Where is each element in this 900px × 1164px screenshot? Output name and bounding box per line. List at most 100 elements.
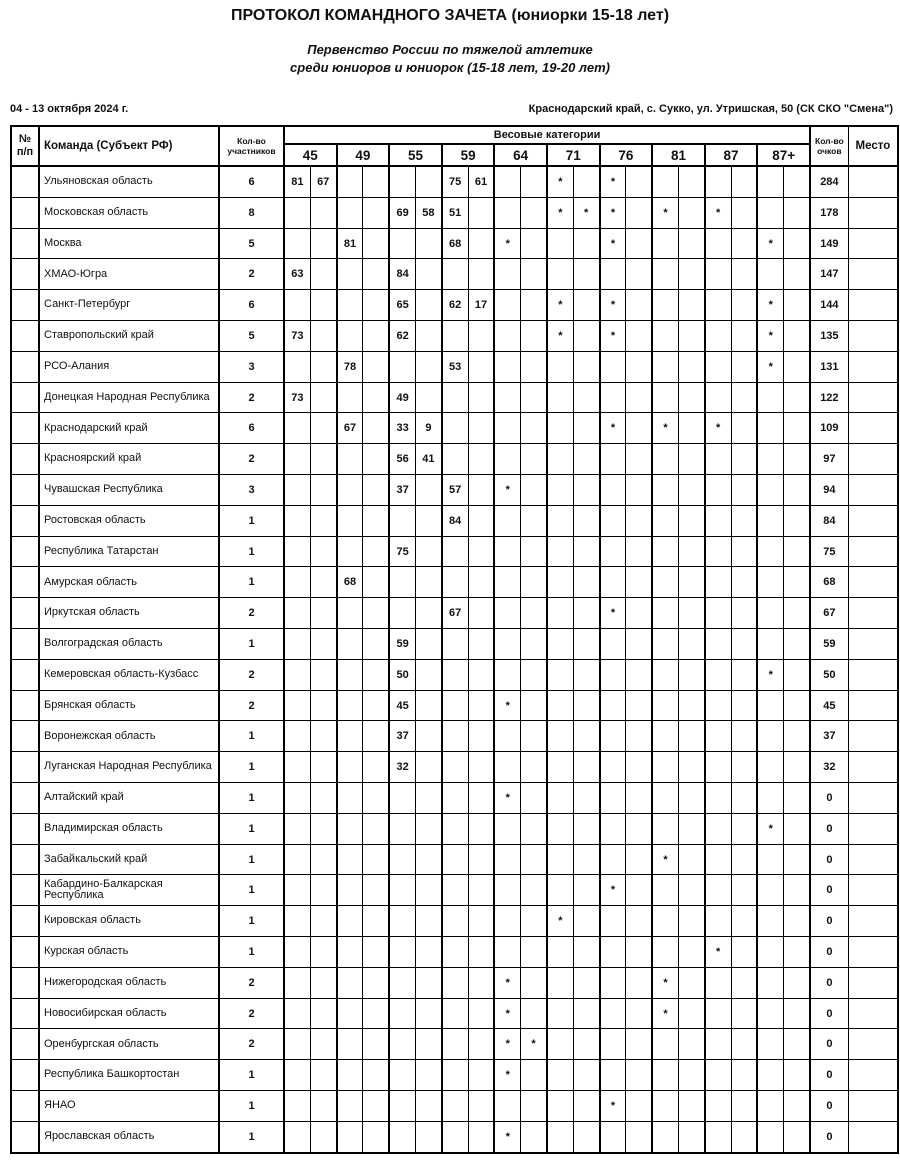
weight-cell: [756, 535, 785, 568]
weight-cell: [703, 474, 732, 506]
weight-cell: [335, 535, 364, 568]
points-cell: 0: [809, 905, 849, 938]
weight-cell: [467, 874, 495, 907]
team-name-cell: Кабардино-Балкарская Республика: [38, 874, 220, 907]
weight-cell: *: [493, 689, 522, 722]
place-cell: [847, 658, 899, 691]
weight-cell: [493, 936, 522, 968]
table-row: Иркутская область 2 67 * 67: [10, 597, 899, 630]
weight-cell: [545, 1028, 574, 1061]
weight-cell: [309, 504, 338, 537]
place-cell: [847, 443, 899, 476]
participants-cell: 2: [218, 1028, 285, 1061]
weight-cell: [625, 874, 653, 907]
weight-cell: [309, 843, 338, 876]
weight-cell: [651, 1059, 679, 1091]
row-number-cell: [10, 350, 40, 383]
weight-cell: [309, 905, 338, 938]
weight-cell: [756, 504, 785, 537]
weight-cell: *: [651, 997, 679, 1030]
weight-cell: [625, 628, 653, 660]
team-name-cell: Луганская Народная Республика: [38, 751, 220, 784]
table-row: Брянская область 2 45 * 45: [10, 689, 899, 722]
weight-cell: [335, 381, 364, 414]
row-number-cell: [10, 782, 40, 814]
place-cell: [847, 289, 899, 322]
weight-cell: [414, 997, 443, 1030]
weight-cell: [572, 966, 601, 999]
table-row: Владимирская область 1 * 0: [10, 812, 899, 845]
weight-cell: [677, 905, 706, 938]
weight-cell: [572, 628, 601, 660]
column-header-number: № п/п: [10, 125, 40, 168]
weight-cell: [651, 782, 679, 814]
weight-cell: [545, 936, 574, 968]
weight-cell: 56: [388, 443, 416, 476]
table-row: ЯНАО 1 * 0: [10, 1090, 899, 1122]
weight-cell: [756, 628, 785, 660]
weight-cell: [282, 966, 311, 999]
weight-cell: *: [598, 874, 627, 907]
table-row: Республика Башкортостан 1 * 0: [10, 1059, 899, 1091]
weight-cell: [651, 535, 679, 568]
weight-cell: [335, 1090, 364, 1122]
weight-cell: [783, 720, 811, 753]
weight-cell: [756, 1120, 785, 1154]
weight-cell: [677, 597, 706, 630]
weight-cell: 73: [282, 320, 311, 352]
weight-cell: [362, 597, 390, 630]
weight-cell: [545, 966, 574, 999]
participants-cell: 2: [218, 966, 285, 999]
points-cell: 94: [809, 474, 849, 506]
weight-cell: [703, 751, 732, 784]
weight-cell: [703, 566, 732, 599]
weight-cell: [282, 874, 311, 907]
weight-cell: [730, 535, 758, 568]
weight-cell: 69: [388, 196, 416, 229]
weight-cell: [730, 689, 758, 722]
weight-cell: [467, 628, 495, 660]
weight-cell: 84: [440, 504, 469, 537]
points-cell: 178: [809, 196, 849, 229]
weight-cell: *: [493, 1028, 522, 1061]
weight-cell: [335, 474, 364, 506]
weight-cell: *: [545, 196, 574, 229]
weight-cell: [572, 905, 601, 938]
weight-cell: [756, 782, 785, 814]
weight-cell: [572, 443, 601, 476]
weight-cell: [598, 812, 627, 845]
weight-cell: [625, 689, 653, 722]
weight-cell: [730, 874, 758, 907]
weight-cell: [730, 905, 758, 938]
weight-cell: [703, 165, 732, 198]
place-cell: [847, 628, 899, 660]
weight-cell: [335, 997, 364, 1030]
weight-cell: [414, 1090, 443, 1122]
weight-cell: [625, 720, 653, 753]
table-row: Ростовская область 1 84 84: [10, 504, 899, 537]
weight-cell: [598, 689, 627, 722]
weight-cell: [309, 227, 338, 260]
weight-cell: [388, 1120, 416, 1154]
weight-cell: [625, 350, 653, 383]
weight-cell: [730, 843, 758, 876]
weight-cell: [783, 812, 811, 845]
weight-cell: *: [651, 966, 679, 999]
weight-cell: *: [493, 782, 522, 814]
weight-cell: [625, 936, 653, 968]
row-number-cell: [10, 412, 40, 445]
weight-cell: [730, 936, 758, 968]
weight-cell: [703, 381, 732, 414]
weight-cell: [309, 566, 338, 599]
weight-cell: [414, 566, 443, 599]
weight-cell: [388, 504, 416, 537]
weight-cell: 67: [309, 165, 338, 198]
weight-cell: [309, 936, 338, 968]
weight-cell: [414, 320, 443, 352]
team-name-cell: Ярославская область: [38, 1120, 220, 1154]
weight-cell: [572, 258, 601, 291]
weight-cell: [572, 597, 601, 630]
points-cell: 135: [809, 320, 849, 352]
weight-cell: *: [572, 196, 601, 229]
weight-cell: [545, 227, 574, 260]
